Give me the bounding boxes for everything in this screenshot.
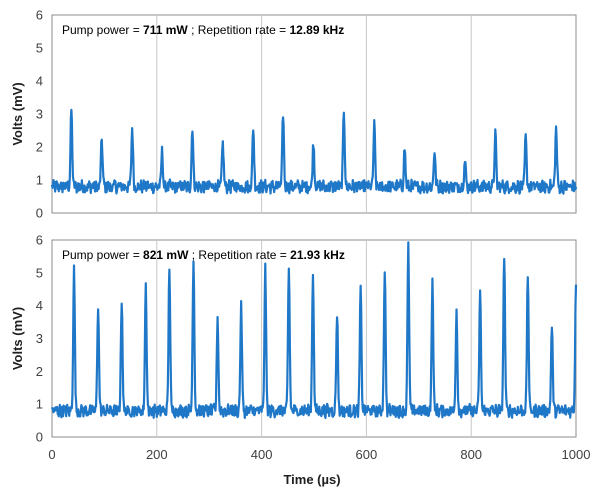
x-tick-label: 200 (146, 447, 168, 462)
chart-panel-bottom: 0 1 2 3 4 5 6 0 200 400 600 800 1000 Volts (mV) Pump p… (10, 233, 590, 463)
y-tick-label: 4 (36, 74, 43, 89)
y-tick-label: 1 (36, 397, 43, 412)
y-tick-label: 2 (36, 140, 43, 155)
y-tick-label: 5 (36, 41, 43, 56)
y-tick-label: 2 (36, 364, 43, 379)
y-tick-label: 0 (36, 206, 43, 221)
x-tick-label: 600 (356, 447, 378, 462)
y-tick-label: 1 (36, 173, 43, 188)
x-tick-label: 1000 (562, 447, 591, 462)
annotation: Pump power = 711 mW ; Repetition rate = … (62, 23, 344, 37)
y-tick-label: 3 (36, 107, 43, 122)
annotation: Pump power = 821 mW ; Repetition rate = … (62, 248, 345, 262)
y-tick-label: 3 (36, 331, 43, 346)
y-tick-label: 6 (36, 233, 43, 248)
y-axis-title: Volts (mV) (10, 307, 25, 370)
x-tick-label: 0 (48, 447, 55, 462)
x-tick-label: 800 (460, 447, 482, 462)
y-tick-label: 6 (36, 8, 43, 23)
y-tick-label: 4 (36, 298, 43, 313)
y-tick-label: 0 (36, 430, 43, 445)
x-tick-label: 400 (251, 447, 273, 462)
x-axis-title: Time (µs) (283, 472, 340, 487)
y-axis-title: Volts (mV) (10, 82, 25, 145)
chart-panel-top: 0 1 2 3 4 5 6 Volts (mV) Pump power = 711 mW ; R… (10, 8, 576, 221)
y-tick-label: 5 (36, 265, 43, 280)
